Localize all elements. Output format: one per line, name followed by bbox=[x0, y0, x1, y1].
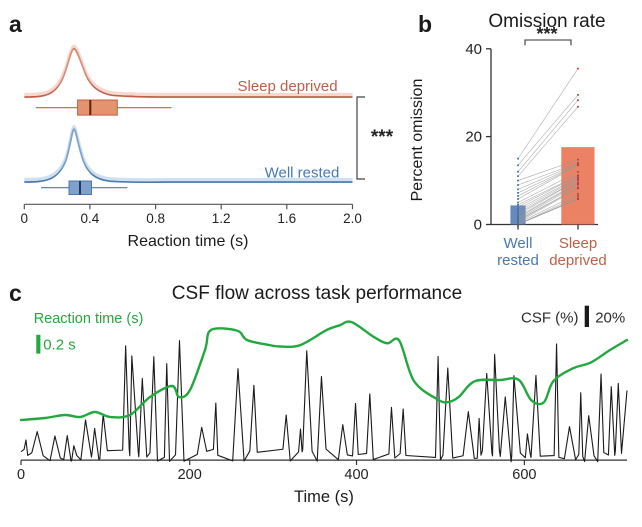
svg-text:2.0: 2.0 bbox=[343, 211, 362, 226]
svg-text:1.6: 1.6 bbox=[277, 211, 296, 226]
svg-text:20: 20 bbox=[465, 129, 482, 146]
svg-text:deprived: deprived bbox=[549, 252, 607, 269]
svg-text:***: *** bbox=[536, 24, 557, 44]
svg-text:Percent omission: Percent omission bbox=[409, 79, 426, 202]
svg-text:0.2 s: 0.2 s bbox=[43, 337, 76, 354]
svg-text:CSF flow across task performan: CSF flow across task performance bbox=[172, 283, 462, 304]
svg-text:40: 40 bbox=[465, 41, 482, 58]
svg-text:0: 0 bbox=[474, 217, 482, 234]
svg-text:Sleep: Sleep bbox=[559, 235, 597, 252]
svg-text:CSF (%): CSF (%) bbox=[521, 310, 579, 327]
svg-text:20%: 20% bbox=[595, 310, 625, 327]
svg-text:rested: rested bbox=[497, 252, 539, 269]
svg-text:Reaction time (s): Reaction time (s) bbox=[34, 311, 144, 327]
svg-text:0: 0 bbox=[17, 467, 25, 483]
svg-text:400: 400 bbox=[344, 467, 368, 483]
svg-text:Time (s): Time (s) bbox=[294, 488, 354, 506]
svg-text:0: 0 bbox=[21, 211, 29, 226]
svg-text:600: 600 bbox=[512, 467, 536, 483]
svg-text:Reaction time (s): Reaction time (s) bbox=[128, 233, 249, 250]
svg-text:1.2: 1.2 bbox=[212, 211, 231, 226]
svg-text:Well: Well bbox=[504, 235, 533, 252]
svg-text:200: 200 bbox=[178, 467, 202, 483]
svg-text:Sleep deprived: Sleep deprived bbox=[238, 78, 338, 95]
svg-text:0.8: 0.8 bbox=[146, 211, 165, 226]
svg-text:***: *** bbox=[371, 127, 394, 148]
svg-text:Well rested: Well rested bbox=[265, 165, 340, 182]
svg-text:0.4: 0.4 bbox=[81, 211, 100, 226]
